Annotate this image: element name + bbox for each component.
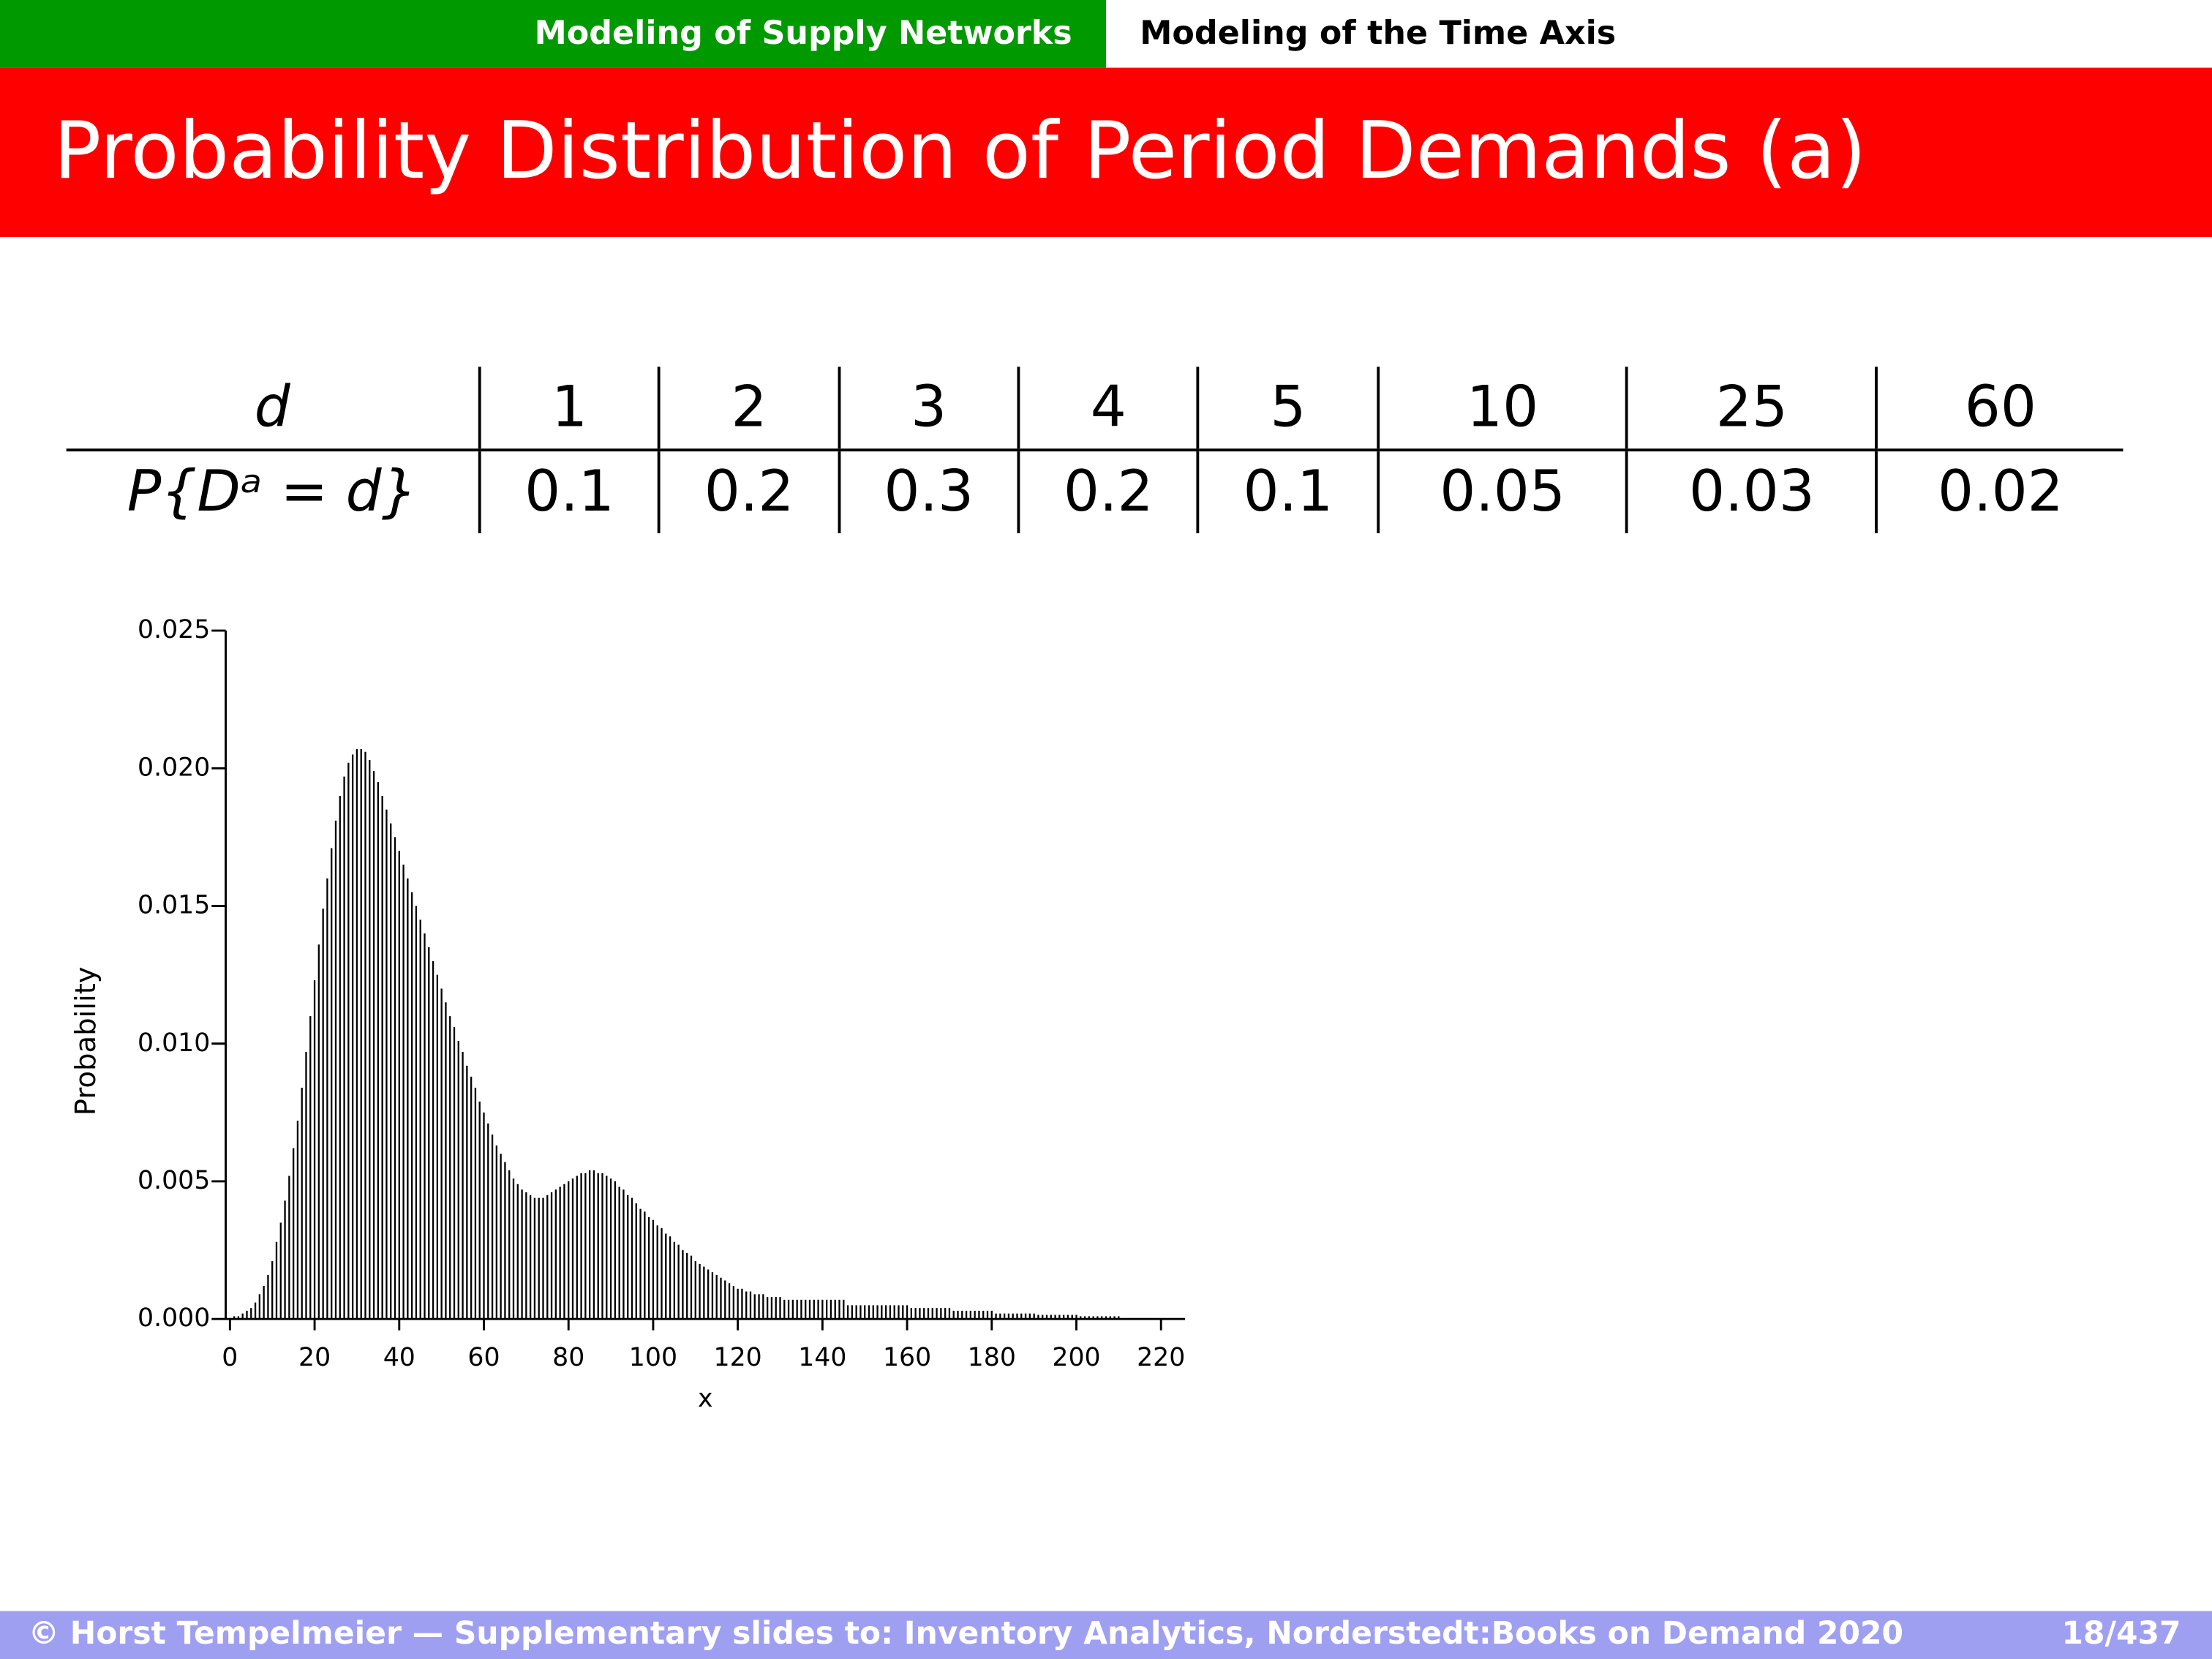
x-tick-label: 40 bbox=[383, 1343, 415, 1372]
x-tick-label: 60 bbox=[467, 1343, 500, 1372]
x-tick-label: 20 bbox=[298, 1343, 331, 1372]
table-cell: 3 bbox=[837, 366, 1019, 452]
table-cell: 5 bbox=[1197, 366, 1378, 452]
y-tick-label: 0.000 bbox=[138, 1304, 210, 1333]
slide-title: Probability Distribution of Period Deman… bbox=[0, 67, 2212, 237]
table-cell: P{Dᵃ = d} bbox=[127, 459, 418, 525]
x-tick-label: 220 bbox=[1137, 1343, 1185, 1372]
x-tick-label: 200 bbox=[1052, 1343, 1100, 1372]
nav-section[interactable]: Modeling of the Time Axis bbox=[1140, 15, 1617, 53]
page-number: 18/437 bbox=[2061, 1617, 2181, 1652]
table-cell: 1 bbox=[478, 366, 660, 452]
nav-section[interactable]: Modeling of Supply Networks bbox=[0, 0, 1106, 68]
y-axis-label: Probability bbox=[69, 966, 102, 1116]
table-row: P{Dᵃ = d} 0.1 0.2 0.3 0.2 0.1 0.05 0.03 0.02 bbox=[67, 450, 2123, 533]
x-axis-label: x bbox=[698, 1384, 713, 1413]
table-cell: 4 bbox=[1017, 366, 1199, 452]
table-row: d 1 2 3 4 5 10 25 60 bbox=[66, 366, 2123, 452]
y-tick-label: 0.025 bbox=[138, 615, 210, 644]
x-tick-label: 160 bbox=[883, 1343, 931, 1372]
footer-text: © Horst Tempelmeier — Supplementary slid… bbox=[28, 1617, 1904, 1652]
y-tick-label: 0.020 bbox=[138, 753, 210, 782]
footer: © Horst Tempelmeier — Supplementary slid… bbox=[0, 1611, 2212, 1659]
y-tick-label: 0.010 bbox=[138, 1028, 210, 1058]
x-tick-label: 0 bbox=[222, 1343, 238, 1372]
table-cell: 0.02 bbox=[1875, 450, 2123, 533]
table-cell: 0.1 bbox=[1197, 450, 1378, 533]
table-cell: 25 bbox=[1625, 366, 1877, 452]
table-cell: 0.2 bbox=[658, 450, 839, 533]
x-tick-label: 140 bbox=[798, 1343, 846, 1372]
x-tick-label: 80 bbox=[552, 1343, 584, 1372]
y-tick-label: 0.015 bbox=[138, 891, 210, 920]
chart: x Probability 0.000 0.005 0.010 0.015 0.020 0… bbox=[69, 615, 1185, 1413]
table-cell: 0.2 bbox=[1017, 450, 1199, 533]
table-cell: d bbox=[66, 366, 480, 452]
table-cell: 0.3 bbox=[837, 450, 1019, 533]
x-tick-label: 180 bbox=[968, 1343, 1016, 1372]
table-cell: 60 bbox=[1875, 366, 2123, 452]
table-cell: 0.03 bbox=[1625, 450, 1877, 533]
table-cell: 10 bbox=[1376, 366, 1628, 452]
table-cell: 0.1 bbox=[478, 450, 660, 533]
table-cell: 0.05 bbox=[1376, 450, 1628, 533]
x-tick-label: 100 bbox=[629, 1343, 677, 1372]
table-cell: 2 bbox=[658, 366, 839, 452]
x-tick-label: 120 bbox=[714, 1343, 762, 1372]
y-tick-label: 0.005 bbox=[138, 1166, 210, 1195]
table: d 1 2 3 4 5 10 25 60 P{Dᵃ = d} 0.1 0.2 0.3 0.2 0.1 0.05… bbox=[66, 366, 2123, 533]
